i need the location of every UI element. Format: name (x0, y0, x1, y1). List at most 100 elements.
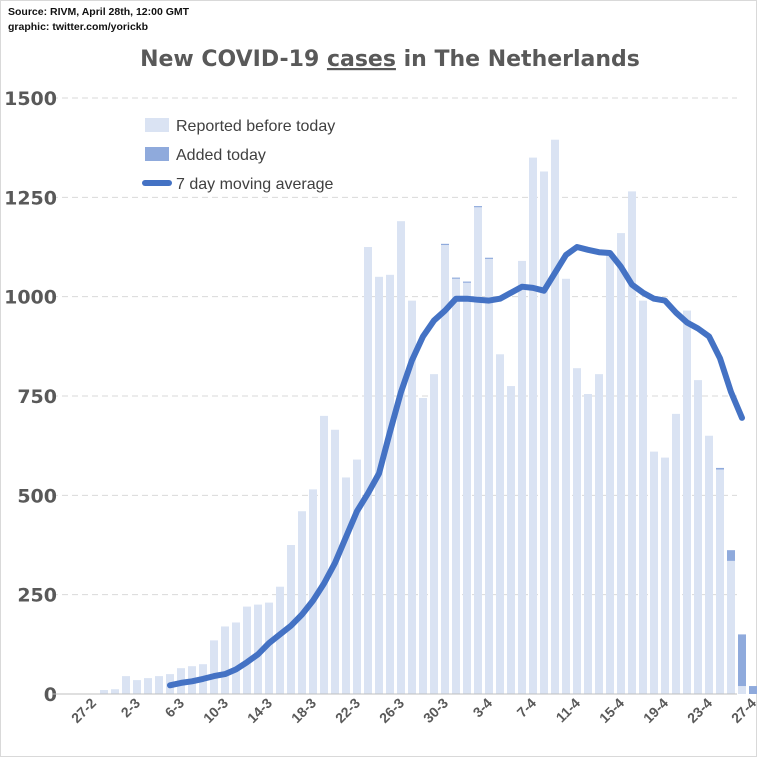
bar-reported-5-4 (507, 386, 515, 694)
bar-added-27-4 (749, 686, 757, 694)
bar-reported-22-4 (694, 380, 702, 694)
bar-reported-23-4 (705, 435, 713, 694)
bar-reported-1-3 (122, 676, 130, 694)
bar-reported-3-3 (144, 678, 152, 694)
legend-label-added: Added today (176, 147, 266, 164)
bar-reported-18-3 (309, 489, 317, 694)
x-tick-27-4: 27-4 (728, 695, 757, 726)
bar-added-3-4 (485, 257, 493, 259)
x-tick-30-3: 30-3 (420, 695, 451, 726)
bar-added-2-4 (474, 206, 482, 208)
bar-reported-15-3 (276, 586, 284, 694)
bar-reported-30-3 (441, 245, 449, 694)
bar-reported-9-4 (551, 139, 559, 695)
bar-reported-16-4 (628, 191, 636, 694)
title-part-1: New COVID-19 (140, 47, 327, 72)
bar-reported-12-3 (243, 606, 251, 694)
bar-reported-29-2 (111, 689, 119, 694)
bar-reported-24-3 (375, 276, 383, 694)
bar-reported-10-3 (221, 626, 229, 694)
legend-swatch-reported (145, 118, 169, 132)
bar-reported-11-4 (573, 368, 581, 694)
x-tick-18-3: 18-3 (288, 695, 319, 726)
x-tick-10-3: 10-3 (200, 695, 231, 726)
bar-reported-12-4 (584, 394, 592, 694)
bar-reported-17-4 (639, 300, 647, 694)
bar-added-26-4 (738, 634, 746, 687)
bar-added-25-4 (727, 550, 735, 561)
bar-reported-29-3 (430, 374, 438, 694)
x-tick-14-3: 14-3 (244, 695, 275, 726)
bar-reported-26-3 (397, 221, 405, 694)
bar-reported-26-4 (738, 686, 746, 694)
bar-reported-4-4 (496, 354, 504, 694)
bar-reported-2-4 (474, 207, 482, 694)
title-part-3: in The Netherlands (396, 47, 640, 72)
y-tick-1250: 1250 (4, 187, 57, 209)
y-tick-1500: 1500 (4, 88, 57, 110)
bar-reported-8-4 (540, 171, 548, 695)
bar-reported-10-4 (562, 278, 570, 694)
bar-reported-9-3 (210, 640, 218, 694)
bar-reported-11-3 (232, 622, 240, 694)
x-tick-6-3: 6-3 (161, 695, 187, 721)
bar-reported-13-3 (254, 604, 262, 694)
bar-reported-14-3 (265, 602, 273, 694)
x-tick-26-3: 26-3 (376, 695, 407, 726)
bar-reported-23-3 (364, 247, 372, 694)
bar-reported-15-4 (617, 233, 625, 695)
y-axis-ticks: 0 250 500 750 1000 1250 1500 (4, 88, 57, 706)
bar-reported-20-4 (672, 413, 680, 694)
bar-reported-31-3 (452, 278, 460, 694)
bar-reported-17-3 (298, 511, 306, 694)
legend-label-average: 7 day moving average (176, 176, 334, 193)
x-tick-2-3: 2-3 (117, 695, 143, 721)
bars (100, 139, 757, 695)
source-note: Source: RIVM, April 28th, 12:00 GMT (8, 6, 190, 18)
bar-reported-18-4 (650, 451, 658, 694)
legend: Reported before today Added today 7 day … (142, 118, 335, 193)
bar-reported-22-3 (353, 459, 361, 694)
y-tick-500: 500 (17, 485, 57, 507)
bar-reported-14-4 (606, 254, 614, 695)
legend-label-reported: Reported before today (176, 118, 335, 135)
bar-reported-24-4 (716, 469, 724, 694)
x-tick-19-4: 19-4 (640, 695, 671, 726)
y-tick-750: 750 (17, 386, 57, 408)
title-part-2-underlined: cases (327, 47, 396, 72)
bar-reported-21-3 (342, 477, 350, 694)
bar-reported-25-4 (727, 560, 735, 694)
bar-reported-25-3 (386, 274, 394, 694)
bar-reported-3-4 (485, 258, 493, 694)
x-tick-22-3: 22-3 (332, 695, 363, 726)
bar-reported-1-4 (463, 282, 471, 694)
chart-title: New COVID-19 cases in The Netherlands (140, 47, 640, 72)
bar-reported-28-2 (100, 690, 108, 694)
x-tick-23-4: 23-4 (684, 695, 715, 726)
x-tick-15-4: 15-4 (596, 695, 627, 726)
bar-reported-4-3 (155, 676, 163, 694)
bar-reported-2-3 (133, 680, 141, 694)
legend-swatch-added (145, 147, 169, 161)
x-tick-3-4: 3-4 (469, 695, 495, 721)
bar-reported-19-3 (320, 415, 328, 694)
x-tick-7-4: 7-4 (513, 695, 539, 721)
bar-reported-6-4 (518, 260, 526, 694)
bar-reported-7-4 (529, 157, 537, 695)
bar-reported-21-4 (683, 310, 691, 694)
x-axis-ticks: 27-2 2-3 6-3 10-3 14-3 18-3 22-3 26-3 30-3 3-4 7-4… (68, 695, 757, 726)
x-tick-11-4: 11-4 (553, 695, 584, 726)
moving-average (167, 244, 745, 689)
moving-average-line (167, 244, 745, 689)
bar-reported-27-3 (408, 300, 416, 694)
bar-added-24-4 (716, 467, 724, 470)
y-tick-1000: 1000 (4, 287, 57, 309)
bar-reported-28-3 (419, 397, 427, 694)
bar-reported-16-3 (287, 545, 295, 694)
bar-reported-19-4 (661, 457, 669, 694)
bar-added-31-3 (452, 277, 460, 279)
bar-reported-13-4 (595, 374, 603, 694)
x-tick-27-2: 27-2 (68, 695, 99, 726)
bar-added-1-4 (463, 281, 471, 283)
y-tick-0: 0 (44, 684, 57, 706)
